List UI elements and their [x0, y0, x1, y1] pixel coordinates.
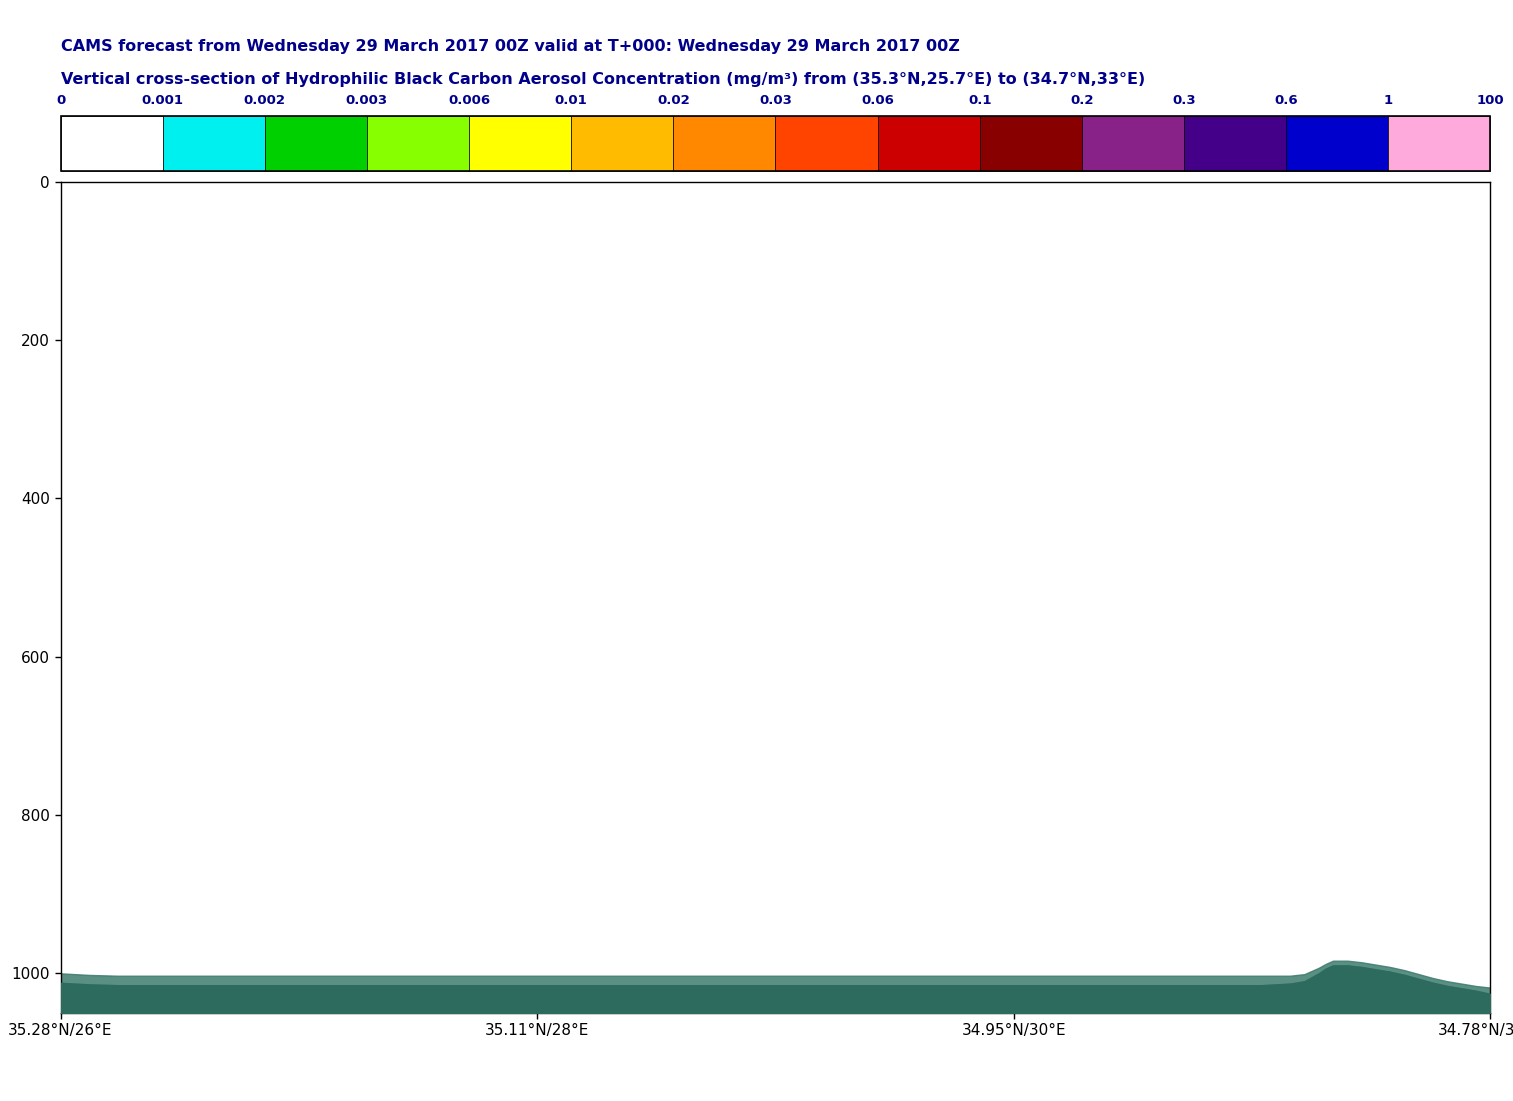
Text: 0.2: 0.2 — [1070, 94, 1094, 107]
Text: 0.03: 0.03 — [760, 94, 791, 107]
Text: 0.003: 0.003 — [346, 94, 387, 107]
Text: 100: 100 — [1477, 94, 1504, 107]
Text: 0.6: 0.6 — [1274, 94, 1298, 107]
Text: CAMS forecast from Wednesday 29 March 2017 00Z valid at T+000: Wednesday 29 Marc: CAMS forecast from Wednesday 29 March 20… — [61, 39, 959, 54]
Text: 0.006: 0.006 — [448, 94, 490, 107]
Text: 0.002: 0.002 — [244, 94, 286, 107]
Text: 0.1: 0.1 — [968, 94, 991, 107]
Text: Vertical cross-section of Hydrophilic Black Carbon Aerosol Concentration (mg/m³): Vertical cross-section of Hydrophilic Bl… — [61, 72, 1145, 87]
Text: 0.3: 0.3 — [1173, 94, 1195, 107]
Text: 1: 1 — [1383, 94, 1393, 107]
Text: 0.001: 0.001 — [142, 94, 183, 107]
Text: 0.02: 0.02 — [657, 94, 690, 107]
Text: 0.06: 0.06 — [861, 94, 894, 107]
Text: 0.01: 0.01 — [555, 94, 587, 107]
Text: 0: 0 — [56, 94, 65, 107]
